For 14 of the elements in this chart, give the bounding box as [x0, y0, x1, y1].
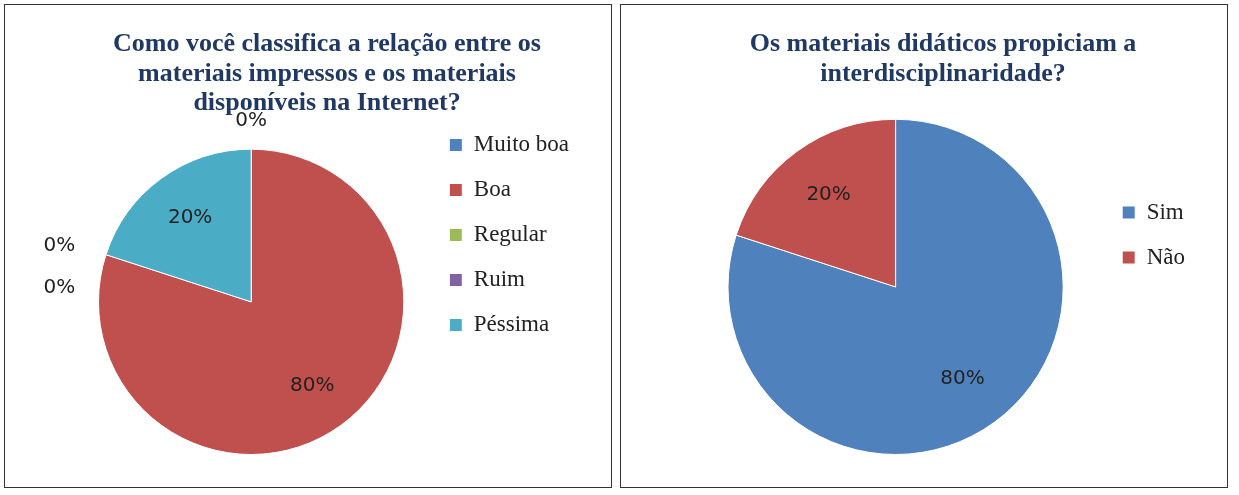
legend-label: Sim: [1146, 198, 1184, 224]
text: 0%: [43, 274, 76, 299]
legend-label: Ruim: [473, 266, 526, 292]
data-label: 20%: [806, 180, 851, 205]
data-label: 80%: [940, 365, 985, 390]
chart-title: Os materiais didáticos propiciam a interdisciplinaridade?: [749, 27, 1137, 87]
text: 0%: [43, 232, 76, 257]
data-label: 20%: [167, 204, 213, 229]
legend-label: Boa: [473, 176, 511, 202]
data-label: 80%: [289, 372, 335, 397]
legend-label: Péssima: [473, 311, 550, 337]
legend-label: Regular: [473, 221, 547, 247]
legend-label: Não: [1146, 243, 1186, 269]
legend-label: Muito boa: [473, 131, 570, 157]
